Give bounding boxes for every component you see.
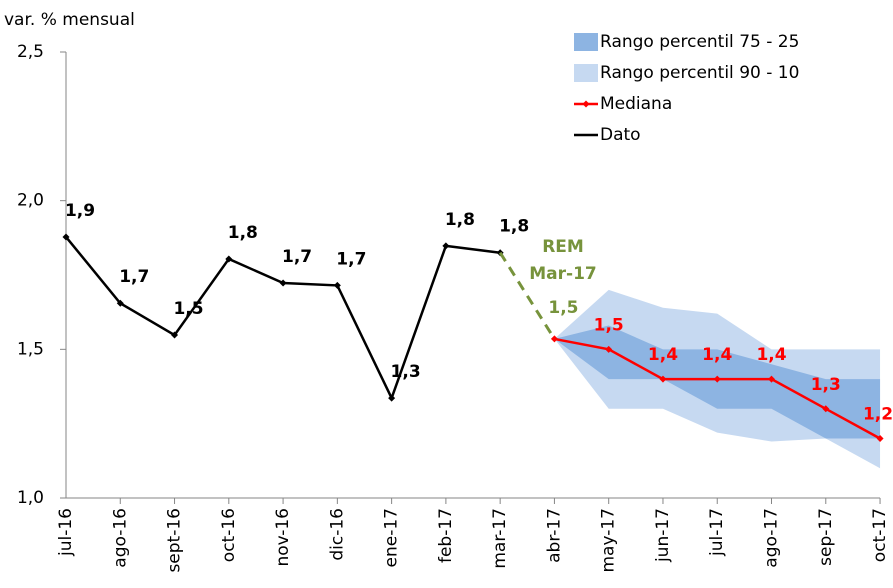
data-label: 1,8: [499, 217, 529, 237]
x-tick-label: mar-17: [490, 508, 510, 569]
data-label: 1,8: [228, 223, 258, 243]
point-marker: [171, 331, 179, 339]
data-label: 1,7: [282, 247, 312, 267]
legend-label: Rango percentil 90 - 10: [600, 63, 799, 83]
data-label: 1,5: [594, 315, 624, 335]
x-tick-label: sep-17: [816, 508, 836, 566]
x-tick-label: feb-17: [436, 508, 456, 563]
x-tick-label: ene-17: [382, 508, 402, 567]
x-tick-label: ago-17: [762, 508, 782, 568]
x-tick-label: sept-16: [165, 508, 185, 573]
data-label: 1,5: [548, 298, 578, 318]
point-marker: [388, 394, 396, 402]
x-tick-label: jul-16: [56, 508, 76, 557]
data-label: 1,9: [65, 201, 95, 221]
y-tick-label: 1,0: [17, 488, 44, 508]
x-tick-label: dic-16: [327, 508, 347, 561]
x-tick-label: abr-17: [544, 508, 564, 563]
y-tick-label: 2,5: [17, 42, 44, 62]
data-label: 1,4: [756, 345, 786, 365]
legend-swatch: [574, 33, 598, 51]
point-marker: [225, 255, 233, 263]
point-marker: [279, 279, 287, 287]
x-tick-label: may-17: [599, 508, 619, 573]
x-tick-label: oct-17: [870, 508, 890, 562]
annotation: Mar-17: [529, 264, 597, 284]
legend-label: Rango percentil 75 - 25: [600, 32, 799, 52]
data-label: 1,5: [173, 299, 203, 319]
data-label: 1,3: [391, 362, 421, 382]
point-marker: [550, 335, 558, 343]
legend-marker: [582, 100, 590, 108]
y-axis-label: var. % mensual: [4, 10, 135, 30]
annotation: REM: [542, 237, 584, 257]
x-tick-label: ago-16: [110, 508, 130, 568]
point-marker: [768, 375, 776, 383]
x-tick-label: nov-16: [273, 508, 293, 567]
point-marker: [333, 281, 341, 289]
data-label: 1,2: [863, 405, 893, 425]
point-marker: [442, 242, 450, 250]
point-marker: [659, 375, 667, 383]
point-marker: [822, 405, 830, 413]
data-label: 1,8: [445, 210, 475, 230]
point-marker: [62, 233, 70, 241]
legend-label: Mediana: [600, 94, 672, 114]
legend-label: Dato: [600, 125, 641, 145]
data-label: 1,4: [702, 345, 732, 365]
point-marker: [876, 435, 884, 443]
point-marker: [713, 375, 721, 383]
x-tick-label: jun-17: [653, 508, 673, 563]
x-tick-label: oct-16: [219, 508, 239, 562]
x-tick-label: jul-17: [707, 508, 727, 557]
data-label: 1,3: [811, 375, 841, 395]
point-marker: [116, 299, 124, 307]
data-label: 1,7: [336, 249, 366, 269]
data-label: 1,7: [119, 267, 149, 287]
data-label: 1,4: [648, 345, 678, 365]
point-marker: [605, 345, 613, 353]
y-tick-label: 2,0: [17, 191, 44, 211]
legend-swatch: [574, 64, 598, 82]
y-tick-label: 1,5: [17, 339, 44, 359]
